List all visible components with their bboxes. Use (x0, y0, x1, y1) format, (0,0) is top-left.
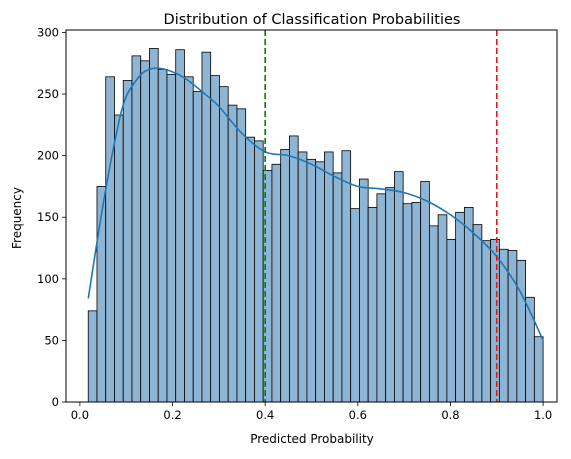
histogram-bar (289, 135, 299, 403)
histogram-bar (420, 181, 430, 403)
histogram-bar (297, 151, 308, 403)
histogram-bar (245, 136, 255, 403)
y-axis-label: Frequency (10, 187, 24, 249)
histogram-bar (359, 178, 369, 403)
histogram-bar (184, 76, 194, 403)
histogram-bar (455, 211, 465, 403)
histogram-bar (201, 51, 212, 403)
histogram-bar (210, 75, 220, 403)
histogram-bar (114, 114, 124, 403)
histogram-bar (498, 248, 509, 403)
histogram-bar (481, 240, 492, 403)
histogram-bar (192, 91, 203, 403)
kde-curve (87, 67, 544, 341)
histogram-bar (411, 202, 422, 403)
histogram-bar (271, 163, 282, 403)
x-tick-label: 0.8 (441, 408, 459, 422)
x-tick-label: 0.4 (256, 408, 274, 422)
x-axis-ticks: 0.0 0.2 0.4 0.6 0.8 1.0 (71, 402, 552, 422)
x-tick-label: 0.2 (163, 408, 181, 422)
y-tick-label: 0 (52, 395, 59, 409)
y-tick-label: 250 (37, 87, 59, 101)
histogram-bar (463, 206, 474, 403)
y-tick-label: 150 (37, 210, 59, 224)
reference-lines (264, 30, 498, 402)
x-tick-label: 0.6 (349, 408, 367, 422)
histogram-bar (533, 336, 544, 403)
x-tick-label: 1.0 (534, 408, 552, 422)
histogram-bar (402, 203, 413, 403)
histogram-bar (254, 140, 264, 403)
histogram-bar (490, 239, 500, 403)
histogram-bar (350, 208, 360, 403)
histogram-bar (166, 73, 177, 403)
histogram-bar (157, 69, 168, 403)
histogram-bar (332, 172, 343, 403)
histogram-bar (516, 259, 527, 403)
histogram-bar (175, 49, 185, 403)
histogram-bar (472, 224, 483, 403)
histogram-bar (219, 86, 229, 403)
histogram-bar (385, 187, 395, 403)
x-axis-label: Predicted Probability (250, 432, 374, 446)
histogram-bars (87, 48, 544, 403)
histogram-bar (131, 55, 142, 403)
histogram-bar (428, 225, 439, 403)
histogram-bar (446, 239, 457, 403)
y-tick-label: 100 (37, 272, 59, 286)
plot-frame (65, 29, 558, 403)
histogram-bar (227, 104, 238, 403)
histogram-bar (437, 214, 448, 403)
histogram-bar (315, 161, 325, 403)
histogram-bar (140, 60, 150, 403)
histogram-bar (149, 48, 159, 403)
y-tick-label: 300 (37, 25, 59, 39)
histogram-bar (393, 171, 404, 403)
histogram-bar (236, 108, 247, 403)
histogram-bar (122, 80, 133, 403)
histogram-bar (376, 193, 387, 403)
histogram-bar (324, 151, 334, 403)
histogram-bar (280, 149, 290, 403)
chart-title: Distribution of Classification Probabili… (164, 12, 461, 28)
histogram-bar (367, 206, 378, 403)
histogram-bar (87, 310, 98, 403)
y-tick-label: 200 (37, 149, 59, 163)
histogram-bar (306, 158, 317, 403)
histogram-bar (105, 76, 115, 403)
x-tick-label: 0.0 (71, 408, 89, 422)
histogram-bar (341, 150, 352, 403)
y-axis-ticks: 0 50 100 150 200 250 300 (37, 25, 66, 409)
y-tick-label: 50 (44, 333, 59, 347)
